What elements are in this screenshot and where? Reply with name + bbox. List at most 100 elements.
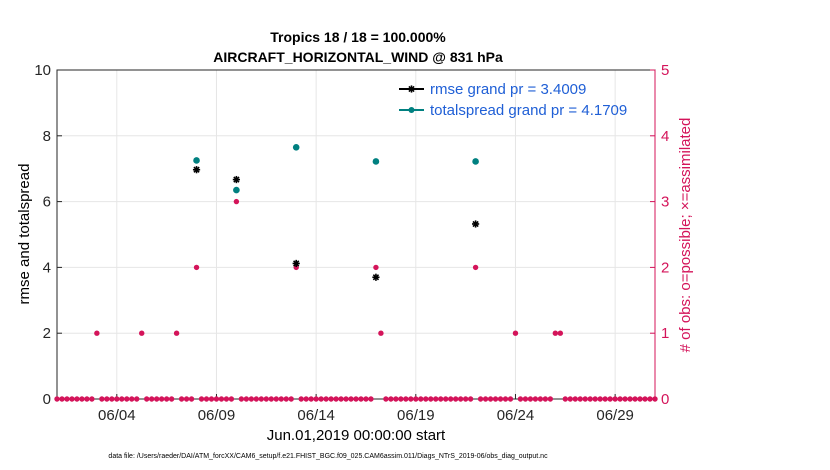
rmse-point-core (194, 167, 199, 172)
obs-point (403, 396, 409, 402)
obs-point (198, 396, 205, 402)
obs-point (238, 396, 245, 402)
obs-point (428, 396, 434, 402)
y-axis-right: 0 1 2 3 4 5 (650, 62, 669, 408)
obs-point (398, 396, 404, 402)
obs-point (134, 396, 140, 402)
obs-point (423, 396, 429, 402)
totalspread-point (472, 158, 479, 165)
obs-point (378, 330, 384, 336)
obs-point (353, 396, 359, 402)
rmse-point (232, 175, 240, 184)
obs-point (622, 396, 628, 402)
obs-point (293, 264, 299, 271)
obs-point (373, 264, 379, 271)
obs-point (124, 396, 130, 402)
obs-point (393, 396, 399, 402)
obs-point (163, 396, 170, 402)
data-marks (54, 144, 658, 402)
obs-point (368, 396, 374, 402)
obs-point (358, 396, 364, 402)
legend-spread-marker (408, 107, 415, 113)
x-axis: 06/04 06/09 06/14 06/19 06/24 06/29 (98, 394, 634, 424)
obs-point (223, 396, 230, 402)
x-tick-label: 06/24 (497, 407, 535, 424)
obs-point (114, 396, 120, 402)
obs-point (89, 396, 95, 402)
obs-point (502, 396, 509, 402)
obs-point (54, 396, 60, 402)
obs-point (69, 396, 75, 402)
obs-point (527, 396, 534, 402)
obs-point (438, 396, 444, 402)
obs-point (308, 396, 314, 402)
obs-point (218, 396, 225, 402)
obs-point (597, 396, 603, 402)
obs-point (447, 396, 454, 402)
y-right-tick-label: 5 (661, 62, 669, 79)
y-axis-left: 0 2 4 6 8 10 (34, 62, 62, 408)
obs-point (139, 330, 145, 336)
y-axis-right-label: # of obs: o=possible; ×=assimilated (677, 118, 694, 353)
obs-point (144, 396, 150, 402)
obs-point (467, 396, 474, 402)
obs-point (248, 396, 255, 402)
x-axis-label: Jun.01,2019 00:00:00 start (267, 427, 446, 444)
obs-point (457, 396, 464, 402)
obs-point (637, 396, 643, 402)
obs-point (482, 396, 489, 402)
obs-point (632, 396, 638, 402)
obs-point (492, 396, 499, 402)
obs-point (173, 330, 180, 336)
legend-rmse-marker (407, 85, 416, 93)
chart-title: Tropics 18 / 18 = 100.000% (270, 29, 446, 45)
rmse-point (292, 259, 300, 268)
obs-point (472, 264, 479, 271)
obs-point (268, 396, 274, 402)
obs-point (153, 396, 160, 402)
y-tick-label: 2 (43, 325, 51, 342)
obs-point (168, 396, 175, 402)
obs-point (452, 396, 459, 402)
footer-data-file: data file: /Users/raeder/DAI/ATM_forcXX/… (108, 453, 548, 460)
obs-point (158, 396, 165, 402)
obs-point (273, 396, 279, 402)
rmse-point-core (473, 222, 478, 226)
obs-point (388, 396, 394, 402)
totalspread-point (292, 144, 300, 151)
x-tick-label: 06/04 (98, 407, 136, 424)
y-axis-label: rmse and totalspread (16, 164, 33, 305)
obs-point (512, 330, 519, 336)
obs-point (283, 396, 289, 402)
obs-point (213, 396, 220, 402)
y-tick-label: 10 (34, 62, 51, 79)
y-right-tick-label: 2 (661, 259, 669, 276)
obs-point (587, 396, 593, 402)
rmse-point (192, 166, 201, 174)
obs-point (338, 396, 344, 402)
obs-point (263, 396, 269, 402)
y-right-tick-label: 4 (661, 128, 669, 145)
obs-point (343, 396, 349, 402)
obs-point (582, 396, 588, 402)
obs-point (119, 396, 125, 402)
obs-point (497, 396, 504, 402)
obs-point (443, 396, 449, 402)
obs-point (477, 396, 484, 402)
obs-point (507, 396, 514, 402)
obs-point (363, 396, 369, 402)
obs-point (178, 396, 185, 402)
obs-point (607, 396, 613, 402)
obs-point (627, 396, 633, 402)
obs-point (253, 396, 260, 402)
obs-point (79, 396, 85, 402)
obs-point (567, 396, 573, 402)
legend-rmse-label: rmse grand pr = 3.4009 (430, 81, 586, 98)
obs-point (418, 396, 424, 402)
obs-point (109, 396, 115, 402)
obs-point (642, 396, 648, 402)
obs-point (243, 396, 250, 402)
obs-point (104, 396, 110, 402)
obs-point (547, 396, 554, 402)
